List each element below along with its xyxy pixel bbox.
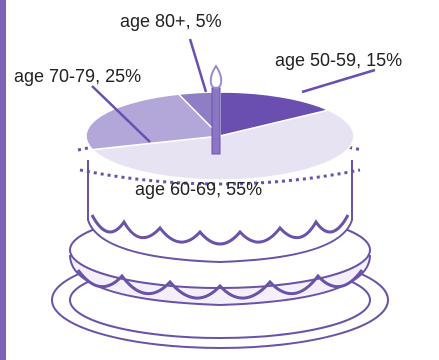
pie-slice-50-59: [219, 91, 331, 137]
left-border: [0, 0, 6, 360]
slice-label-80plus: age 80+, 5%: [120, 11, 222, 31]
leader-line-50-59: [301, 68, 376, 94]
leader-lines: [91, 38, 376, 143]
pie-slice-70-79: [85, 93, 222, 151]
slice-label-60-69: age 60-69, 55%: [135, 179, 262, 199]
pie-slices: [85, 91, 355, 181]
candle-icon: [209, 64, 223, 155]
cake-with-candle-icon: [51, 133, 389, 349]
slice-label-50-59: age 50-59, 15%: [275, 50, 402, 70]
pie-slice-60-69: [90, 109, 355, 181]
leader-line-80plus: [188, 38, 208, 93]
slice-label-70-79: age 70-79, 25%: [14, 66, 141, 86]
leader-line-70-79: [91, 85, 151, 143]
